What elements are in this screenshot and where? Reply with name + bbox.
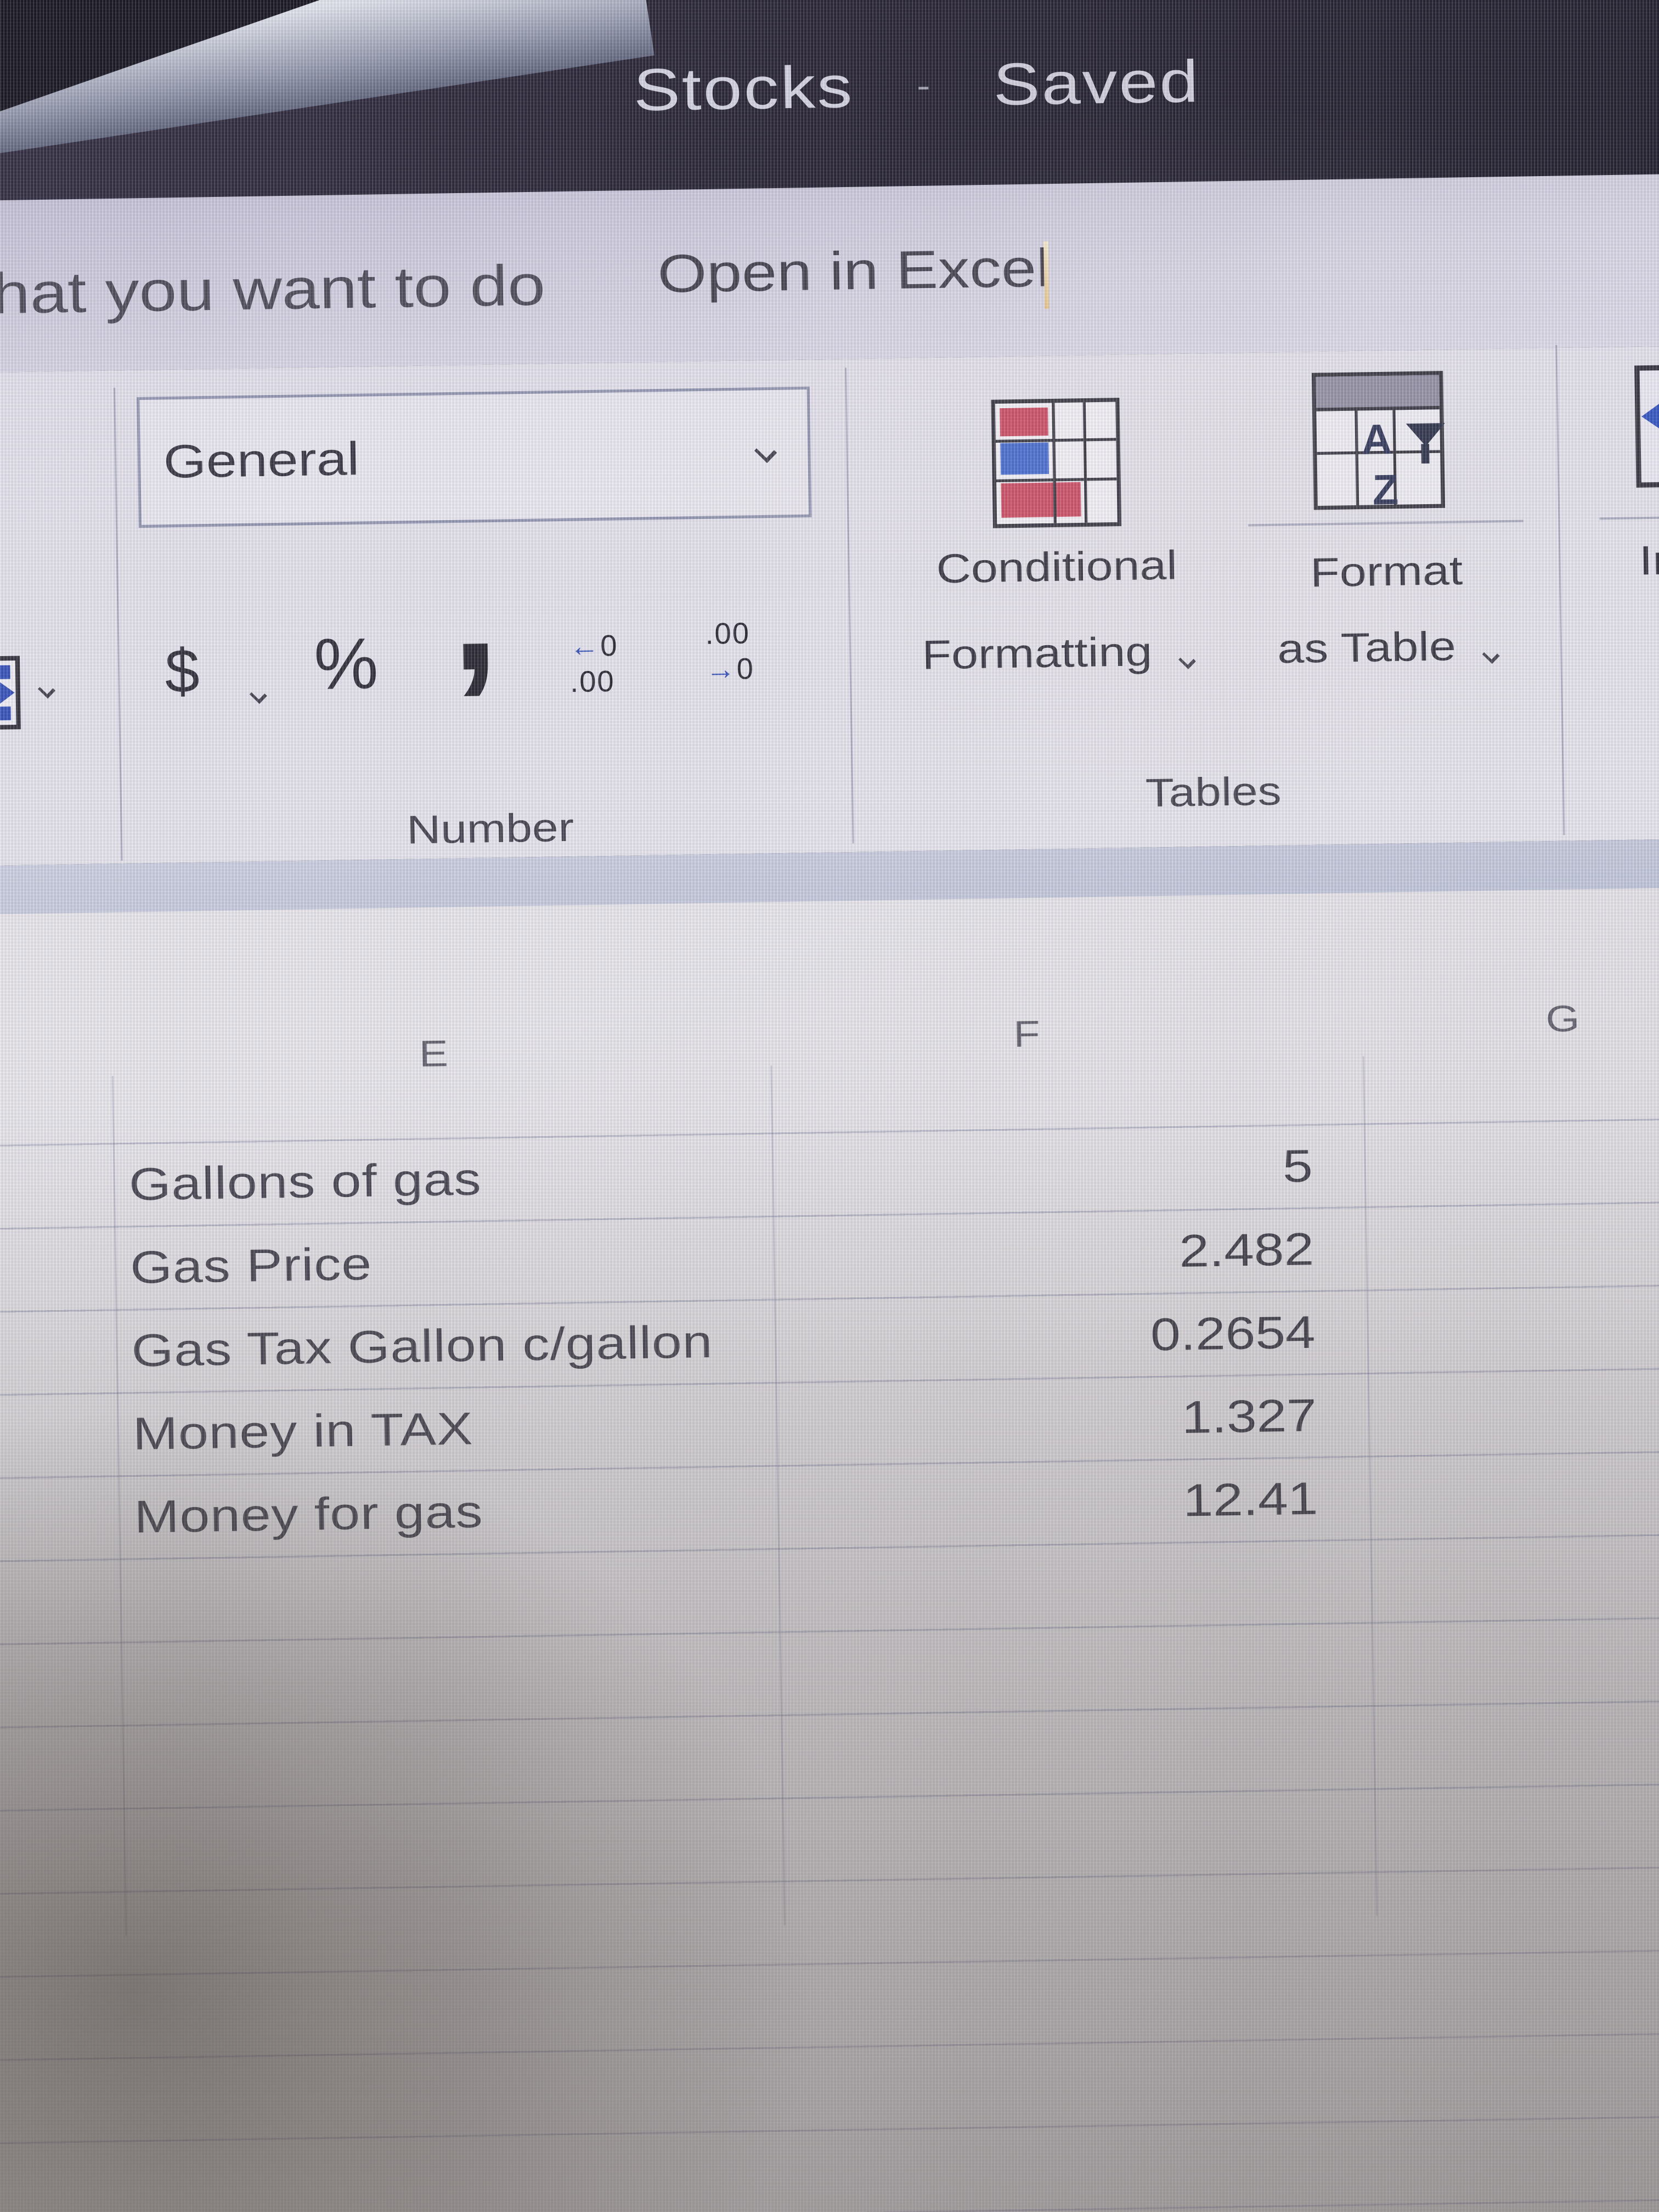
column-header-e-text: E [419, 1032, 449, 1075]
insert-label: Ins [1639, 532, 1659, 589]
cf-dropdown-caret [1178, 651, 1197, 669]
merge-icon-bottom-bar [0, 706, 11, 721]
format-as-table-label-line1: Format [1243, 541, 1530, 602]
cell-e-label[interactable]: Gas Tax Gallon c/gallon [131, 1316, 714, 1376]
number-group-label-text: Number [406, 805, 574, 853]
tables-group-label: Tables [1081, 764, 1346, 822]
fat-icon-gridline [1354, 407, 1359, 505]
sort-filter-icon: A Z [1361, 414, 1472, 524]
cell-f-value-text: 1.327 [1181, 1389, 1317, 1443]
merge-center-icon [0, 656, 21, 731]
cell-f-value-text: 2.482 [1178, 1223, 1314, 1277]
number-format-dropdown[interactable]: General [137, 386, 812, 528]
cf-label-text1: Conditional [935, 541, 1178, 592]
sort-letter-a: A [1361, 415, 1393, 464]
filter-funnel-stem [1421, 444, 1430, 464]
return-arrow-head-icon [0, 511, 2, 531]
cell-e-label[interactable]: Gas Price [129, 1238, 373, 1293]
column-header-f-text: F [1013, 1013, 1041, 1056]
left-arrow-icon: ← [569, 629, 601, 663]
sort-letter-z: Z [1372, 465, 1399, 514]
decrease-decimal-button[interactable]: .00 →0 [705, 615, 804, 708]
cell-f-value[interactable]: 1.327 [800, 1375, 1317, 1464]
tell-me-query-text: what you want to do [0, 253, 546, 327]
tell-me-input[interactable]: what you want to do [0, 246, 546, 334]
fat-label-text1: Format [1310, 547, 1463, 596]
currency-format-button[interactable]: $ [165, 633, 292, 744]
format-as-table-label-line2: as Table [1244, 617, 1531, 678]
insert-arrow-head [1641, 393, 1659, 439]
merge-icon-arrow-head [0, 680, 15, 706]
open-in-excel-label: Open in Excel [657, 238, 1051, 304]
fat-dropdown-caret [1482, 646, 1500, 664]
merge-center-dropdown-caret [38, 681, 55, 699]
cell-f-value[interactable]: 5 [796, 1125, 1313, 1215]
comma-format-button[interactable]: , [449, 513, 527, 730]
column-header-f[interactable]: F [992, 1009, 1062, 1060]
fat-label-text2: as Table [1277, 623, 1457, 672]
increase-decimal-digit: 0 [600, 629, 619, 663]
cell-e-label[interactable]: Money for gas [133, 1486, 484, 1543]
percent-format-button[interactable]: % [313, 621, 413, 731]
document-title[interactable]: Stocks [633, 53, 855, 123]
cf-icon-gridline [995, 438, 1116, 443]
filter-funnel-icon [1406, 423, 1446, 447]
conditional-formatting-label-line1: Conditional [901, 537, 1212, 597]
insert-icon [1634, 364, 1659, 488]
number-group-label: Number [358, 800, 623, 858]
cell-f-value[interactable]: 0.2654 [799, 1291, 1316, 1381]
right-arrow-icon: → [705, 652, 737, 687]
insert-label-text: Ins [1639, 537, 1659, 584]
currency-dropdown-caret [249, 686, 267, 704]
column-header-d[interactable]: D [0, 1085, 6, 1136]
cell-e-label[interactable]: Money in TAX [132, 1402, 474, 1459]
cf-icon-red-cell-2 [1001, 482, 1081, 518]
comma-icon: , [449, 513, 500, 707]
insert-cells-button[interactable]: Ins [1632, 359, 1659, 607]
cf-icon-red-cell [1000, 408, 1049, 436]
open-in-excel-button[interactable]: Open in Excel [657, 232, 1051, 311]
merge-center-button[interactable] [0, 655, 65, 731]
decrease-decimal-digit: 0 [736, 652, 755, 686]
cell-f-value[interactable]: 12.41 [802, 1458, 1319, 1547]
increase-decimal-bottom: .00 [569, 664, 616, 699]
tables-group-label-text: Tables [1145, 769, 1282, 816]
conditional-formatting-icon [991, 398, 1122, 528]
title-group: Stocks - Saved [633, 41, 1201, 131]
title-separator: - [916, 66, 930, 105]
conditional-formatting-button[interactable]: Conditional Formatting [899, 396, 1214, 722]
merge-icon-top-bar [0, 665, 10, 680]
cell-e-label[interactable]: Gallons of gas [128, 1153, 482, 1210]
dollar-icon: $ [164, 635, 200, 706]
percent-icon: % [313, 623, 379, 705]
cf-icon-gridline [1082, 402, 1088, 523]
number-format-value: General [163, 432, 360, 488]
chevron-down-icon [754, 440, 777, 464]
cell-f-value[interactable]: 2.482 [798, 1209, 1315, 1298]
conditional-formatting-label-line2: Formatting [903, 623, 1214, 683]
cell-f-value-text: 12.41 [1182, 1472, 1318, 1526]
increase-decimal-button[interactable]: ←0 .00 [569, 627, 668, 720]
cf-label-text2: Formatting [921, 628, 1153, 678]
decrease-decimal-top: .00 [704, 617, 751, 651]
format-as-table-button[interactable]: A Z Format as Table [1240, 370, 1532, 695]
column-header-g-text: G [1545, 998, 1580, 1040]
cell-f-value-text: 5 [1282, 1140, 1313, 1192]
column-header-g[interactable]: G [1528, 994, 1598, 1045]
save-status: Saved [992, 48, 1201, 118]
cell-f-value-text: 0.2654 [1150, 1306, 1316, 1361]
cf-icon-blue-cell [1000, 442, 1049, 475]
column-header-e[interactable]: E [399, 1029, 469, 1080]
fat-icon-header-row [1316, 375, 1440, 411]
wrap-text-button[interactable]: ab c [0, 470, 30, 557]
